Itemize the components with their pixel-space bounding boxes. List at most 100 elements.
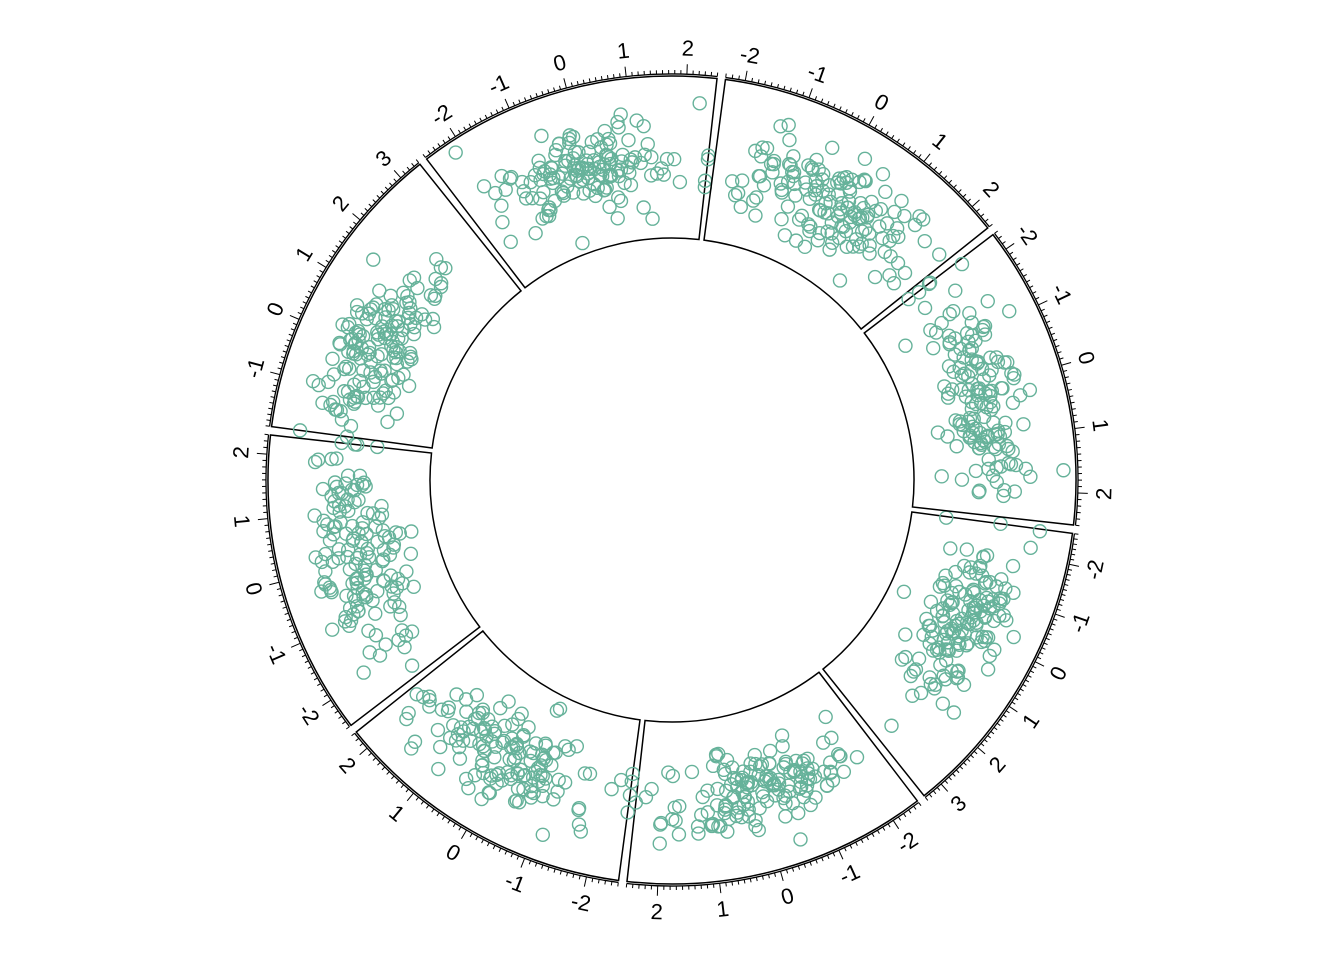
scatter-point: [531, 153, 546, 169]
sector-axis: [626, 802, 919, 887]
minor-tick: [345, 230, 350, 235]
scatter-point: [809, 152, 824, 168]
scatter-point: [560, 179, 575, 194]
minor-tick: [1040, 308, 1045, 312]
scatter-point: [332, 337, 348, 352]
minor-tick: [463, 126, 467, 131]
scatter-point: [582, 766, 598, 782]
scatter-point: [917, 233, 932, 249]
minor-tick: [415, 159, 420, 164]
scatter-point: [775, 739, 790, 754]
minor-tick: [267, 543, 272, 546]
minor-tick: [891, 134, 895, 139]
scatter-point: [661, 765, 676, 780]
scatter-point: [548, 147, 563, 163]
scatter-point: [757, 774, 773, 789]
minor-tick: [504, 850, 508, 855]
minor-tick: [876, 829, 880, 834]
scatter-point: [488, 185, 503, 201]
scatter-point: [636, 118, 651, 134]
minor-tick: [547, 89, 550, 94]
scatter-point: [501, 694, 516, 709]
scatter-point: [791, 805, 806, 821]
minor-tick: [553, 868, 556, 873]
scatter-point: [755, 140, 770, 155]
scatter-point: [602, 199, 617, 215]
minor-tick: [999, 718, 1004, 722]
scatter-point: [917, 300, 933, 316]
scatter-point: [908, 662, 924, 677]
minor-tick: [1032, 665, 1037, 669]
scatter-point: [710, 781, 725, 797]
minor-tick: [286, 618, 291, 622]
scatter-point: [782, 132, 797, 148]
scatter-point: [684, 764, 700, 780]
scatter-point: [799, 182, 814, 197]
scatter-point: [366, 390, 381, 405]
scatter-point: [339, 429, 355, 444]
scatter-point: [980, 293, 995, 309]
scatter-point: [839, 239, 854, 254]
scatter-point: [855, 210, 870, 225]
scatter-point: [781, 117, 796, 133]
scatter-point: [916, 627, 931, 642]
tick-label: 2: [650, 899, 663, 924]
scatter-point: [934, 469, 949, 484]
scatter-point: [981, 452, 996, 467]
scatter-point: [958, 389, 974, 404]
scatter-point: [1006, 629, 1021, 645]
minor-tick: [1073, 421, 1078, 423]
minor-tick: [307, 290, 312, 294]
minor-tick: [269, 556, 274, 559]
minor-tick: [1041, 647, 1046, 650]
minor-tick: [749, 878, 752, 883]
minor-tick: [1053, 618, 1058, 621]
scatter-point: [862, 246, 877, 261]
minor-tick: [276, 588, 281, 591]
scatter-point: [652, 836, 667, 851]
scatter-point: [808, 173, 823, 188]
scatter-point: [527, 168, 543, 183]
tick-label: -2: [569, 888, 593, 917]
minor-tick: [731, 881, 734, 886]
scatter-point: [414, 307, 430, 322]
scatter-point: [946, 705, 962, 720]
minor-tick: [993, 726, 998, 731]
scatter-point: [971, 484, 986, 500]
scatter-point: [637, 147, 652, 163]
minor-tick: [290, 328, 295, 331]
scatter-point: [565, 129, 581, 145]
scatter-point: [363, 302, 378, 317]
scatter-point: [943, 541, 958, 556]
scatter-point: [430, 722, 446, 738]
scatter-point: [381, 303, 396, 318]
minor-tick: [269, 401, 274, 404]
scatter-point: [458, 771, 474, 787]
scatter-point: [546, 792, 561, 807]
scatter-point: [404, 524, 419, 539]
minor-tick: [761, 875, 764, 880]
scatter-point: [994, 572, 1009, 587]
scatter-point: [482, 785, 497, 801]
scatter-point: [406, 579, 421, 594]
minor-tick: [405, 788, 409, 793]
scatter-point: [808, 790, 823, 805]
minor-tick: [751, 77, 754, 83]
scatter-point: [959, 638, 974, 653]
minor-tick: [1019, 688, 1024, 692]
scatter-point: [361, 550, 377, 565]
minor-tick: [833, 103, 836, 108]
scatter-point: [830, 209, 846, 224]
minor-tick: [1058, 603, 1063, 606]
scatter-point: [922, 275, 938, 290]
scatter-point: [318, 546, 333, 562]
minor-tick: [484, 114, 488, 119]
minor-tick: [924, 796, 929, 801]
minor-tick: [913, 805, 917, 810]
scatter-point: [962, 342, 977, 358]
scatter-point: [370, 349, 385, 364]
scatter-point: [949, 613, 965, 629]
tick-label: -1: [1046, 280, 1077, 308]
minor-tick: [743, 879, 746, 884]
minor-tick: [300, 306, 305, 310]
